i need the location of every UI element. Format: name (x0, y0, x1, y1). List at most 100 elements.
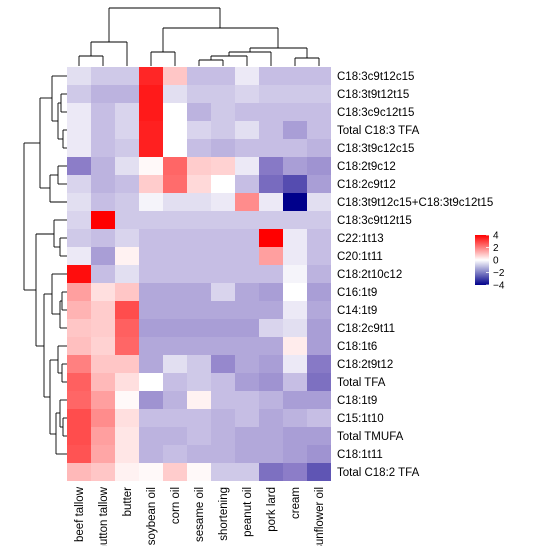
heatmap-cell (91, 283, 115, 301)
heatmap-cell (211, 265, 235, 283)
heatmap-cell (139, 121, 163, 139)
heatmap-cell (115, 175, 139, 193)
column-label: butter (122, 487, 134, 517)
heatmap-cell (211, 391, 235, 409)
heatmap-cell (115, 283, 139, 301)
heatmap-cell (235, 427, 259, 445)
heatmap-cell (307, 319, 331, 337)
heatmap-cell (91, 85, 115, 103)
heatmap-cell (67, 319, 91, 337)
heatmap-cell (283, 265, 307, 283)
heatmap-cell (139, 67, 163, 85)
heatmap-cell (163, 121, 187, 139)
heatmap-cell (67, 409, 91, 427)
heatmap-cell (211, 427, 235, 445)
heatmap-cell (211, 193, 235, 211)
row-label: C18:1t9 (337, 395, 377, 407)
heatmap-cell (67, 283, 91, 301)
heatmap-cell (91, 175, 115, 193)
heatmap-cell (163, 337, 187, 355)
row-label: C18:3t9t12t15 (337, 89, 409, 101)
color-legend-bar (475, 235, 489, 285)
row-label: C18:3c9t12c15 (337, 71, 414, 83)
heatmap-cell (235, 391, 259, 409)
heatmap-cell (187, 463, 211, 481)
heatmap-cell (163, 373, 187, 391)
heatmap-cell (235, 463, 259, 481)
heatmap-cell (91, 229, 115, 247)
heatmap-cell (259, 121, 283, 139)
heatmap-cell (307, 103, 331, 121)
heatmap-cell (307, 445, 331, 463)
heatmap-cell (115, 157, 139, 175)
heatmap-cell (67, 229, 91, 247)
heatmap-cell (259, 445, 283, 463)
heatmap-cell (139, 301, 163, 319)
heatmap-cell (307, 121, 331, 139)
row-labels: C18:3c9t12c15 C18:3t9t12t15 C18:3c9c12t15 T… (337, 71, 493, 479)
heatmap-cell (67, 193, 91, 211)
row-label: C18:3t9t12c15+C18:3t9c12t15 (337, 197, 493, 209)
heatmap-cell (307, 391, 331, 409)
heatmap-cell (283, 157, 307, 175)
heatmap-cell (211, 157, 235, 175)
heatmap-cell (67, 211, 91, 229)
heatmap-cell (307, 175, 331, 193)
heatmap-cell (163, 67, 187, 85)
heatmap-cell (211, 355, 235, 373)
heatmap-cell (187, 319, 211, 337)
heatmap-cell (115, 409, 139, 427)
heatmap-cell (163, 103, 187, 121)
heatmap-cell (91, 445, 115, 463)
heatmap-cell (115, 67, 139, 85)
heatmap-cell (259, 463, 283, 481)
column-dendrogram (78, 7, 320, 66)
row-label: C18:3c9c12t15 (337, 107, 414, 119)
heatmap-cell (307, 337, 331, 355)
heatmap-cell (187, 427, 211, 445)
legend-tick-label: 2 (493, 243, 499, 254)
heatmap-cell (67, 463, 91, 481)
heatmap-cell (211, 445, 235, 463)
heatmap-cell (307, 85, 331, 103)
legend-tick-label: −4 (493, 281, 505, 292)
heatmap-cell (115, 103, 139, 121)
heatmap-cell (139, 247, 163, 265)
column-label: cream (290, 487, 302, 519)
heatmap-cell (115, 265, 139, 283)
heatmap-cell (139, 157, 163, 175)
heatmap-cell (115, 337, 139, 355)
row-label: C18:2t9c12 (337, 161, 396, 173)
heatmap-cell (163, 409, 187, 427)
heatmap-cell (307, 193, 331, 211)
heatmap-cell (67, 157, 91, 175)
column-label: peanut oil (242, 487, 254, 537)
heatmap-cell (283, 193, 307, 211)
heatmap-cell (211, 175, 235, 193)
heatmap-cell (115, 355, 139, 373)
heatmap-cell (163, 193, 187, 211)
heatmap-cell (91, 409, 115, 427)
heatmap-cell (259, 193, 283, 211)
heatmap-cell (139, 193, 163, 211)
heatmap-cell (187, 337, 211, 355)
heatmap-cell (259, 283, 283, 301)
heatmap-cell (139, 463, 163, 481)
heatmap-cell (67, 373, 91, 391)
heatmap-cell (283, 139, 307, 157)
color-legend-ticks: 42 0−2 −4 (486, 231, 505, 292)
heatmap-cell (283, 337, 307, 355)
column-label: mutton tallow (98, 486, 110, 546)
heatmap-cell (259, 409, 283, 427)
heatmap-cell (187, 373, 211, 391)
heatmap-cell (283, 175, 307, 193)
heatmap-cell (187, 391, 211, 409)
heatmap-cell (91, 247, 115, 265)
heatmap-cell (211, 337, 235, 355)
heatmap-cell (307, 373, 331, 391)
heatmap-cell (307, 247, 331, 265)
row-label: C18:3c9t12t15 (337, 215, 412, 227)
heatmap-cell (115, 373, 139, 391)
column-label: beef tallow (74, 486, 86, 542)
heatmap-cell (307, 409, 331, 427)
